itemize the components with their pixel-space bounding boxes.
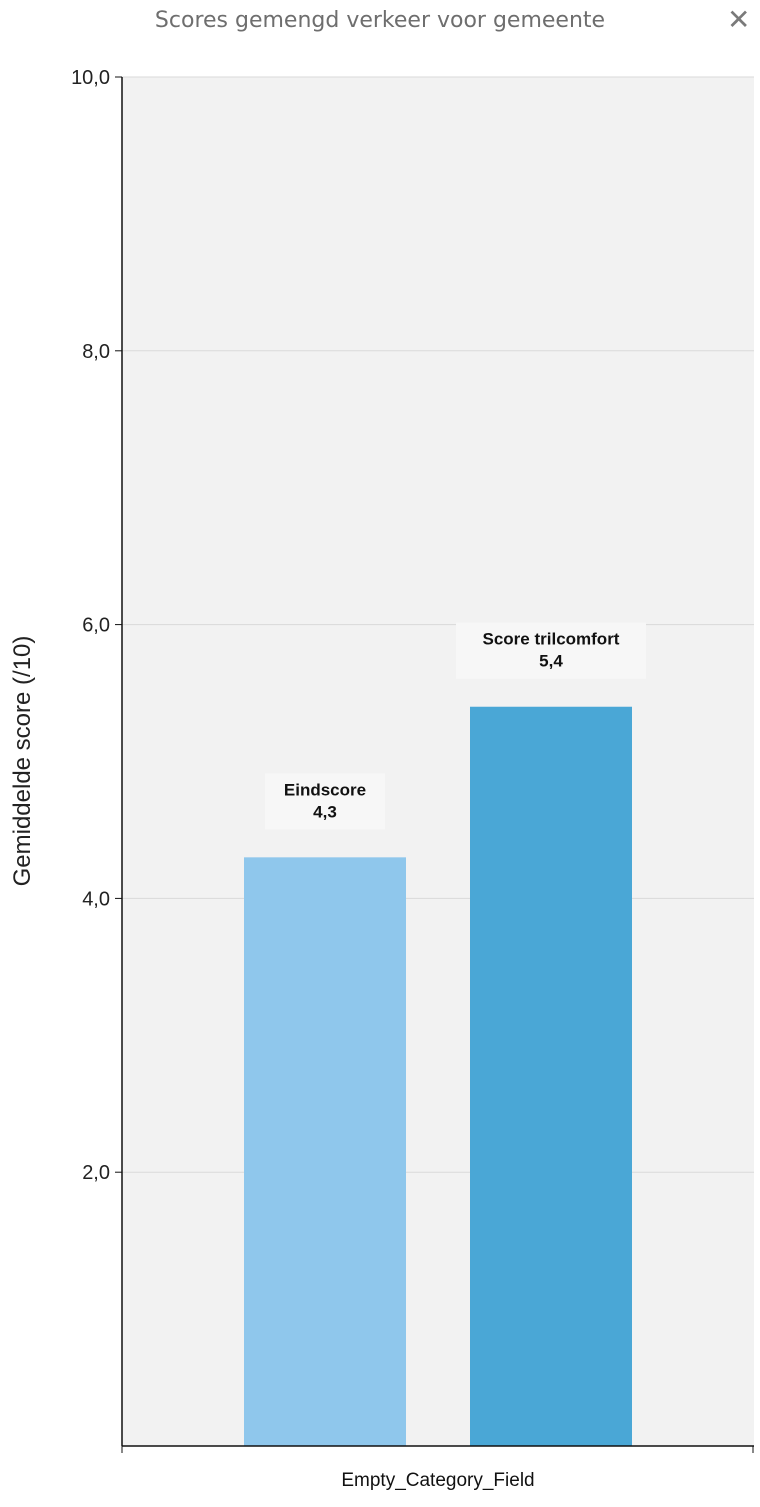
close-icon[interactable]: ✕ [727,3,751,36]
plot-area [122,77,754,1446]
data-label-name: Score trilcomfort [483,630,620,649]
y-axis-title: Gemiddelde score (/10) [9,636,36,887]
y-tick-label: 2,0 [82,1162,110,1184]
y-tick-label: 10,0 [71,67,110,89]
y-tick-label: 4,0 [82,888,110,910]
bars [244,706,632,1446]
y-ticks: 2,0 4,0 6,0 8,0 10,0 [71,67,122,1184]
data-label-box [265,773,385,830]
data-labels: Eindscore 4,3 Score trilcomfort 5,4 [265,622,646,830]
y-tick-label: 8,0 [82,341,110,363]
data-label-name: Eindscore [284,780,366,799]
y-tick-label: 6,0 [82,615,110,637]
bar-eindscore[interactable] [244,857,406,1446]
bar-score-trilcomfort[interactable] [470,706,632,1446]
x-category-label: Empty_Category_Field [341,1470,534,1491]
gridlines [122,76,754,1173]
data-label-value: 4,3 [313,802,337,821]
data-label-value: 5,4 [539,652,563,671]
chart-title: Scores gemengd verkeer voor gemeente [154,8,606,33]
data-label-box [456,622,646,679]
